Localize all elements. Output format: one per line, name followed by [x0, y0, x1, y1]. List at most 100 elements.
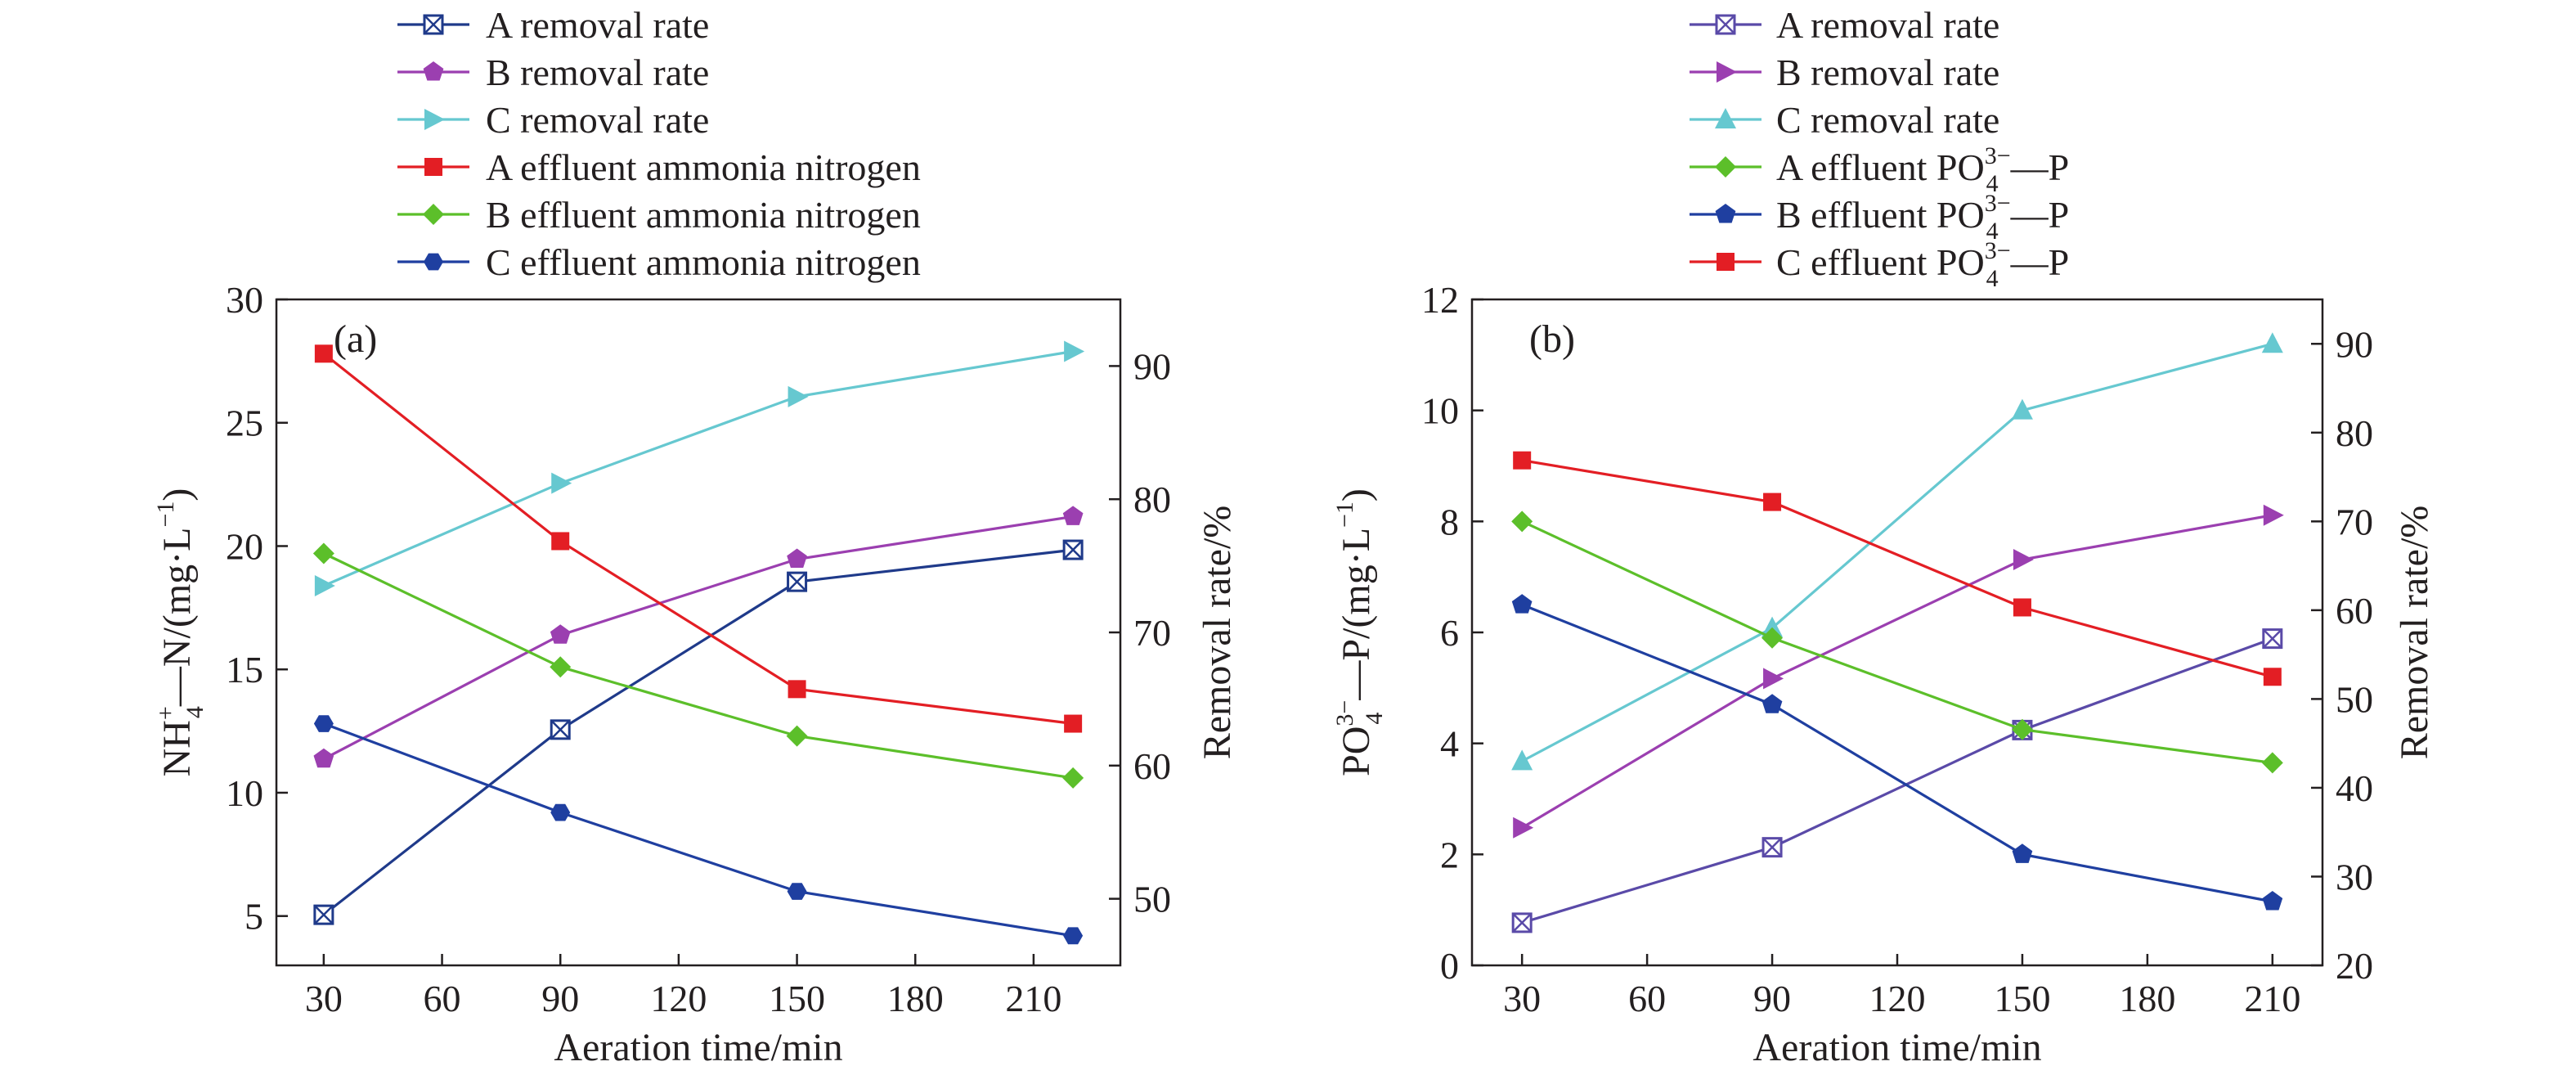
legend-label: A removal rate — [486, 4, 709, 46]
data-point — [788, 680, 806, 699]
legend-label: C effluent PO3− 4 —P — [1776, 237, 2069, 292]
data-point — [787, 571, 808, 592]
y-left-axis-title: NH+ 4—N/(mg·L−1) — [152, 488, 209, 777]
y-right-tick-label: 80 — [2336, 412, 2373, 454]
legend-entry: C removal rate — [397, 99, 709, 141]
series-line — [1521, 637, 2273, 924]
legend-marker — [1717, 61, 1737, 83]
legend-label: C removal rate — [1776, 99, 1999, 141]
chart-panel-b: 30 60 90 120 150 180 210 0 2 4 6 8 10 12 20 30 40 50 60 70 8… — [1331, 4, 2436, 1069]
legend-marker — [424, 253, 443, 271]
data-point — [1063, 927, 1084, 945]
data-point — [2261, 332, 2283, 353]
series-line — [322, 548, 1074, 916]
series-c-effluent-ammonia-nitrogen — [313, 715, 1084, 945]
data-point — [1763, 493, 1782, 511]
legend-entry: A effluent ammonia nitrogen — [397, 146, 921, 188]
legend-label: C effluent ammonia nitrogen — [486, 241, 921, 283]
legend-entry: C effluent ammonia nitrogen — [397, 241, 921, 283]
y-left-tick-label: 10 — [1421, 390, 1459, 432]
x-axis-title: Aeration time/min — [554, 1026, 842, 1069]
legend-marker — [1715, 156, 1736, 178]
data-point — [313, 904, 334, 925]
series-line — [322, 353, 1074, 726]
data-point — [2011, 718, 2033, 740]
x-tick-label: 60 — [424, 978, 461, 1019]
y-left-tick-label: 10 — [226, 772, 263, 814]
y-right-tick-label: 70 — [1133, 612, 1171, 654]
legend-label: A effluent PO3− 4 —P — [1776, 142, 2069, 197]
data-point — [1064, 340, 1085, 362]
x-tick-label: 30 — [1503, 978, 1541, 1019]
y-left-tick-label: 20 — [226, 525, 263, 567]
series-a-effluent-po-p — [1511, 511, 2283, 774]
y-left-tick-label: 6 — [1440, 612, 1459, 654]
series-b-effluent-ammonia-nitrogen — [312, 542, 1084, 789]
legend-entry: C removal rate — [1690, 99, 1999, 141]
data-point — [1511, 749, 1533, 771]
series-line — [323, 515, 1074, 761]
y-right-tick-label: 70 — [2336, 501, 2373, 542]
data-point — [1761, 837, 1783, 858]
y-right-axis-title: Removal rate/% — [2393, 506, 2436, 760]
legend-marker — [423, 14, 444, 35]
legend-label: B effluent ammonia nitrogen — [486, 194, 921, 236]
legend-marker — [424, 109, 445, 130]
data-point — [1763, 668, 1784, 690]
legend-marker — [1717, 253, 1735, 271]
y-right-tick-label: 90 — [1133, 345, 1171, 387]
legend-label: B removal rate — [1776, 52, 1999, 93]
series-a-removal-rate — [1511, 628, 2283, 933]
data-point — [786, 725, 808, 747]
y-right-tick-label: 60 — [2336, 590, 2373, 632]
legend-entry: C effluent PO3− 4 —P — [1690, 237, 2069, 292]
legend-label: A effluent ammonia nitrogen — [486, 146, 921, 188]
legend-label: A removal rate — [1776, 4, 1999, 46]
y-right-tick-label: 20 — [2336, 945, 2373, 987]
y-right-tick-label: 90 — [2336, 323, 2373, 365]
x-tick-label: 60 — [1628, 978, 1666, 1019]
legend-label: B effluent PO3− 4 —P — [1776, 190, 2069, 245]
series-b-removal-rate — [1513, 504, 2284, 839]
legend-marker — [423, 204, 444, 225]
data-point — [550, 803, 571, 821]
data-point — [1511, 912, 1533, 933]
data-point — [314, 575, 335, 597]
x-axis-title: Aeration time/min — [1752, 1026, 2041, 1069]
series-line — [1521, 603, 2273, 903]
x-tick-label: 120 — [1869, 978, 1926, 1019]
y-right-tick-label: 80 — [1133, 479, 1171, 520]
data-point — [550, 656, 572, 678]
legend-label: C removal rate — [486, 99, 709, 141]
data-point — [1062, 506, 1084, 525]
data-point — [1064, 714, 1083, 733]
legend-marker — [424, 158, 442, 176]
legend-label: B removal rate — [486, 52, 709, 93]
legend-marker — [1715, 14, 1736, 35]
data-point — [1062, 767, 1084, 789]
data-point — [550, 624, 571, 644]
series-c-effluent-po-p — [1513, 451, 2282, 686]
series-line — [323, 722, 1074, 938]
y-left-tick-label: 30 — [226, 279, 263, 321]
plot-frame — [1470, 298, 2324, 967]
series-b-effluent-po-p — [1511, 594, 2283, 911]
y-left-tick-label: 4 — [1440, 723, 1459, 765]
series-b-removal-rate — [313, 506, 1084, 768]
y-left-tick-label: 5 — [245, 896, 263, 938]
data-point — [312, 542, 334, 564]
series-line — [1521, 342, 2273, 762]
x-tick-label: 150 — [1994, 978, 2050, 1019]
y-right-tick-label: 50 — [1133, 879, 1171, 920]
y-left-tick-label: 0 — [1440, 945, 1459, 987]
legend-marker — [1715, 204, 1736, 223]
plot-frame — [275, 298, 1122, 967]
legend-entry: B effluent ammonia nitrogen — [397, 194, 921, 236]
data-point — [787, 548, 807, 568]
data-point — [313, 715, 334, 732]
legend-entry: A effluent PO3− 4 —P — [1690, 142, 2069, 197]
y-right-tick-label: 30 — [2336, 856, 2373, 897]
data-point — [2013, 598, 2031, 617]
y-left-tick-label: 12 — [1421, 279, 1459, 321]
